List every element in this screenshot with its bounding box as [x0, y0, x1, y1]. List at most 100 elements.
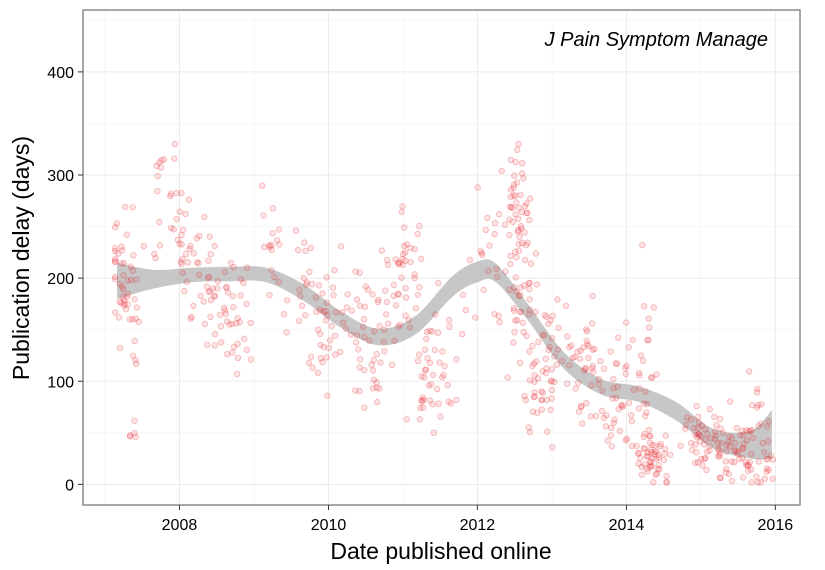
data-point: [422, 366, 430, 373]
data-point: [622, 437, 630, 444]
data-point: [207, 250, 214, 258]
data-point: [466, 256, 474, 264]
data-point: [693, 449, 700, 456]
data-point: [585, 354, 592, 362]
data-point: [502, 268, 509, 275]
data-point: [494, 273, 501, 280]
data-point: [587, 413, 594, 420]
data-point: [588, 320, 596, 327]
data-point: [111, 273, 119, 281]
data-point: [749, 434, 756, 441]
data-point: [732, 440, 739, 447]
data-point: [572, 385, 579, 392]
data-point: [167, 192, 174, 200]
data-point: [151, 250, 158, 258]
data-point: [527, 195, 534, 202]
data-point: [547, 378, 555, 385]
data-point: [719, 429, 727, 437]
data-point: [716, 450, 723, 457]
data-point: [696, 438, 704, 445]
data-point: [506, 231, 513, 239]
data-point: [368, 361, 375, 368]
data-point: [656, 466, 663, 473]
data-point: [512, 274, 519, 281]
data-point: [717, 415, 724, 423]
data-point: [579, 420, 586, 427]
data-point: [695, 431, 702, 438]
data-point: [407, 244, 414, 252]
data-point: [704, 430, 711, 438]
data-point: [745, 462, 752, 469]
data-point: [706, 447, 713, 454]
data-point: [526, 296, 533, 303]
data-point: [275, 226, 283, 233]
data-point: [513, 199, 520, 206]
data-point: [111, 258, 119, 265]
data-point: [637, 454, 644, 462]
data-point: [711, 428, 719, 435]
data-point: [623, 362, 630, 370]
data-point: [694, 413, 702, 421]
data-point: [403, 294, 410, 301]
data-point: [111, 223, 119, 231]
data-point: [692, 441, 699, 448]
data-point: [527, 260, 535, 267]
data-point: [532, 250, 540, 257]
data-point: [201, 320, 209, 328]
data-point: [588, 382, 595, 389]
data-point: [178, 189, 185, 197]
data-point: [176, 240, 183, 247]
data-point: [607, 432, 615, 439]
data-point: [701, 426, 709, 433]
data-point: [714, 439, 721, 447]
data-point: [260, 212, 267, 219]
data-point: [529, 342, 536, 350]
data-point: [727, 398, 734, 405]
data-point: [546, 343, 553, 351]
data-point: [474, 184, 481, 191]
data-point: [585, 343, 592, 350]
data-point: [259, 182, 266, 189]
data-point: [217, 339, 225, 346]
data-point: [625, 399, 633, 407]
data-point: [562, 302, 570, 309]
data-point: [618, 401, 625, 409]
data-point: [694, 459, 702, 466]
data-point: [517, 191, 524, 198]
data-point: [525, 280, 532, 287]
data-point: [416, 351, 423, 358]
data-point: [247, 356, 255, 363]
data-point: [440, 371, 447, 379]
data-point: [331, 267, 338, 274]
data-point: [521, 229, 528, 236]
data-point: [653, 448, 660, 455]
data-point: [383, 256, 391, 264]
data-point: [414, 291, 422, 299]
data-point: [478, 249, 485, 257]
data-point: [121, 203, 129, 211]
data-point: [453, 356, 460, 363]
data-point: [733, 424, 740, 432]
data-point: [423, 335, 430, 343]
data-point: [324, 392, 331, 399]
data-point: [280, 311, 288, 318]
data-point: [518, 308, 525, 316]
data-point: [764, 438, 772, 445]
data-point: [577, 347, 584, 354]
data-point: [383, 311, 390, 318]
data-point: [737, 431, 744, 439]
data-point: [309, 364, 316, 371]
data-point: [315, 282, 323, 289]
data-point: [742, 459, 750, 466]
data-point: [663, 479, 670, 486]
y-axis-title: Publication delay (days): [8, 136, 34, 380]
data-point: [745, 428, 752, 435]
data-point: [521, 393, 528, 400]
x-tick-label: 2012: [460, 517, 496, 534]
data-point: [532, 308, 539, 315]
data-point: [396, 259, 403, 266]
data-point: [619, 403, 626, 411]
data-point: [283, 329, 290, 336]
data-point: [445, 316, 453, 324]
data-point: [416, 284, 423, 291]
